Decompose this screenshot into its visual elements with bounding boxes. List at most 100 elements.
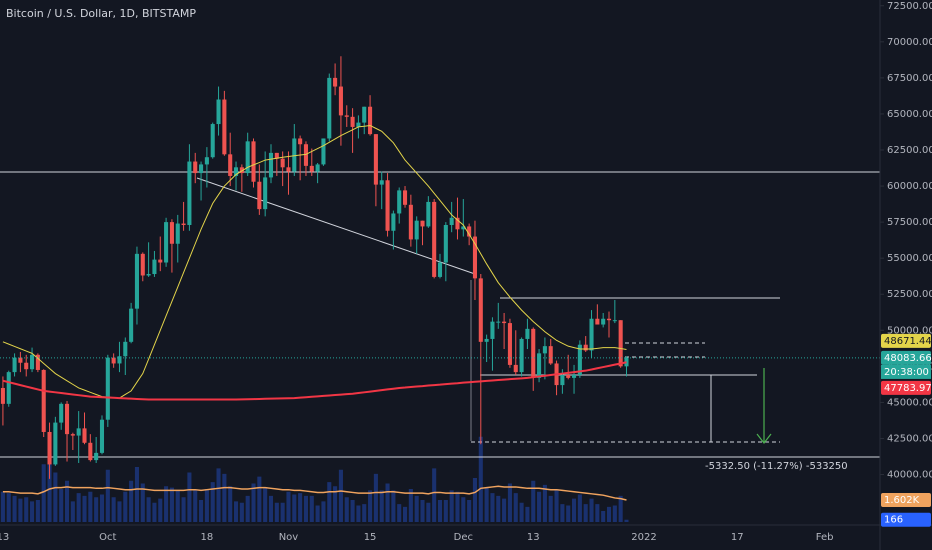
volume-bar (612, 505, 617, 522)
y-tick-label: 45000.00 (887, 397, 932, 408)
candle-body (542, 346, 547, 354)
candle-body (589, 318, 594, 351)
volume-bar (158, 498, 163, 522)
volume-ma-line (2, 485, 627, 501)
candle-body (6, 372, 11, 404)
x-tick-label: 17 (731, 532, 744, 543)
volume-ma-tag: 1.602K (884, 495, 920, 506)
volume-bar (624, 519, 629, 522)
candle-body (601, 318, 606, 325)
candle-body (216, 99, 221, 125)
candle-body (129, 308, 134, 342)
candle-body (210, 124, 215, 158)
y-tick-label: 42500.00 (887, 433, 932, 444)
y-tick-label: 60000.00 (887, 181, 932, 192)
candle-body (94, 452, 99, 461)
volume-bar (187, 472, 192, 522)
y-tick-label: 57500.00 (887, 217, 932, 228)
candle-body (263, 177, 268, 210)
y-tick-label: 67500.00 (887, 73, 932, 84)
y-tick-label: 65000.00 (887, 109, 932, 120)
volume-bar (373, 473, 378, 522)
volume-bar (280, 502, 285, 522)
volume-ma-tag-bg (881, 492, 931, 507)
volume-bar (239, 502, 244, 522)
volume-bar (30, 501, 35, 522)
y-tick-label: 40000.00 (887, 470, 932, 481)
candle-body (24, 362, 29, 370)
candle-body (519, 338, 524, 373)
volume-bar (292, 494, 297, 522)
candle-body (408, 204, 413, 240)
volume-bar (47, 453, 52, 522)
candle-body (362, 106, 367, 123)
candle-body (327, 77, 332, 139)
volume-bar (204, 489, 209, 522)
candle-body (30, 354, 35, 370)
volume-bar (595, 504, 600, 522)
volume-bar (134, 467, 139, 522)
volume-bar (228, 486, 233, 522)
candle-body (199, 164, 204, 174)
volume-pane (0, 436, 629, 522)
volume-bar (117, 501, 122, 522)
volume-bar (257, 476, 262, 522)
candle-body (461, 226, 466, 230)
candle-body (537, 353, 542, 378)
candle-body (426, 201, 431, 227)
candle-body (502, 321, 507, 324)
candle-body (76, 428, 81, 436)
candle-body (181, 223, 186, 225)
last-price-tag: 48083.66 (884, 353, 932, 364)
y-tick-label: 55000.00 (887, 253, 932, 264)
volume-bar (362, 504, 367, 522)
volume-bar (379, 490, 384, 522)
volume-bar (146, 497, 151, 522)
volume-bar (420, 500, 425, 522)
volume-bar (542, 484, 547, 522)
candle-body (467, 226, 472, 237)
volume-bar (233, 501, 239, 522)
candle-body (566, 375, 571, 378)
volume-bar (193, 490, 198, 522)
volume-bar (583, 504, 588, 522)
volume-bar (577, 494, 582, 522)
x-tick-label: 13 (0, 532, 9, 543)
price-axis (880, 0, 932, 550)
volume-bar (12, 495, 17, 522)
candle-body (437, 262, 443, 277)
ma-tag: 48671.44 (884, 336, 932, 347)
volume-bar (618, 495, 623, 522)
volume-bar (298, 493, 303, 522)
volume-bar (210, 482, 215, 522)
candle-body (595, 318, 600, 325)
chart-title: Bitcoin / U.S. Dollar, 1D, BITSTAMP (6, 7, 196, 20)
candle-body (338, 86, 343, 116)
volume-bar (356, 505, 361, 522)
candle-body (146, 274, 151, 276)
volume-bar (472, 478, 478, 522)
candle-body (525, 328, 530, 339)
countdown-bg (881, 364, 931, 379)
x-tick-label: Feb (816, 532, 834, 543)
y-tick-label: 52500.00 (887, 289, 932, 300)
volume-bar (140, 483, 145, 522)
candle-body (274, 152, 279, 159)
volume-bar (70, 501, 75, 522)
drawings: -5332.50 (-11.27%) -533250 (0, 171, 880, 472)
candle-body (472, 236, 478, 279)
x-tick-label: Dec (454, 532, 473, 543)
candle-body (204, 157, 209, 165)
candle-body (606, 318, 612, 321)
candle-body (257, 181, 262, 210)
volume-bar (432, 468, 437, 522)
candle-body (47, 431, 52, 465)
x-tick-label: 18 (201, 532, 214, 543)
measure-label: -5332.50 (-11.27%) -533250 (705, 461, 848, 472)
candle-body (245, 141, 250, 174)
volume-bar (274, 502, 279, 522)
candle-body (420, 220, 425, 227)
last-price-tag-bg (881, 350, 931, 365)
volume-bar (560, 504, 565, 522)
